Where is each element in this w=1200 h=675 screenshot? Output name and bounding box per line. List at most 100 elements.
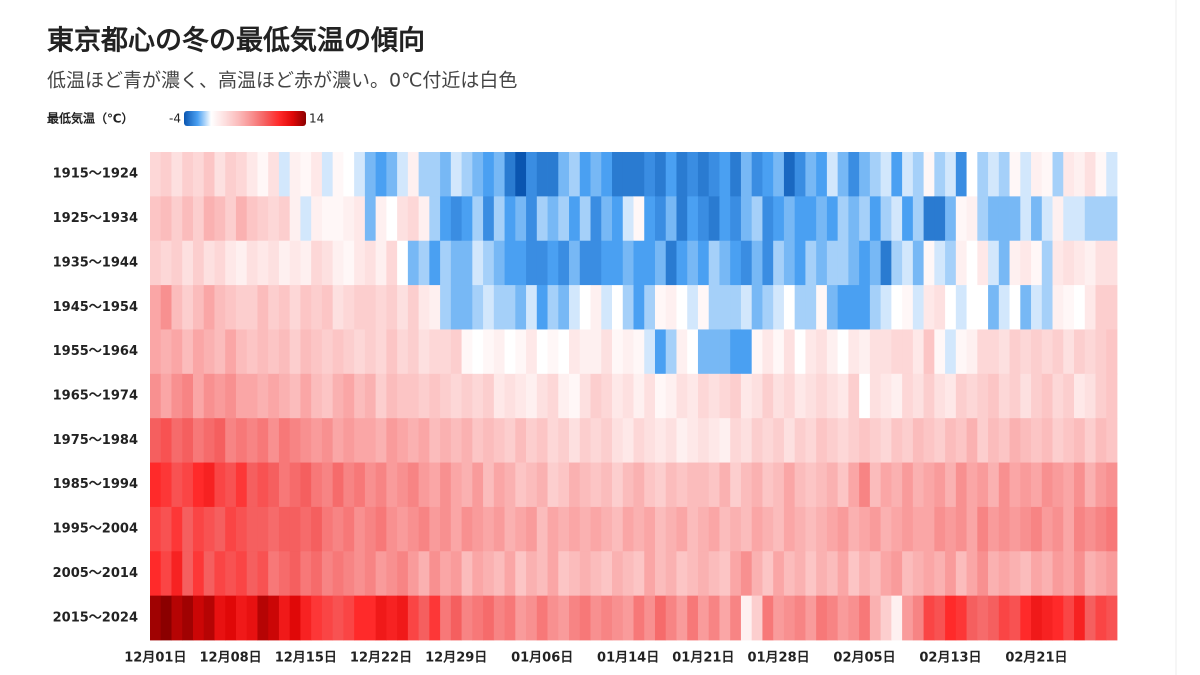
heat-cell: [257, 551, 269, 597]
heat-cell: [966, 196, 978, 242]
heat-cell: [375, 506, 387, 552]
heat-cell: [708, 551, 720, 597]
heat-cell: [687, 418, 699, 463]
heat-cell: [364, 240, 377, 286]
heat-cell: [837, 373, 849, 419]
heat-cell: [665, 152, 677, 197]
heat-cell: [268, 418, 280, 463]
heat-cell: [278, 285, 291, 330]
heat-cell: [440, 196, 452, 242]
heat-cell: [579, 373, 591, 419]
heat-cell: [311, 196, 323, 242]
heat-cell: [751, 506, 763, 552]
heat-cell: [526, 285, 538, 330]
heat-cell: [902, 152, 914, 197]
heat-cell: [934, 196, 946, 242]
heat-cell: [601, 152, 613, 197]
heat-cell: [902, 373, 914, 419]
heat-cell: [160, 196, 172, 242]
heat-cell: [869, 285, 882, 330]
heat-cell: [386, 240, 398, 286]
heat-cell: [397, 240, 409, 286]
heat-cell: [848, 152, 860, 197]
x-tick-label: 01月14日: [597, 651, 659, 666]
heat-cell: [461, 285, 473, 330]
heat-cell: [676, 462, 688, 508]
heat-cell: [160, 285, 172, 330]
heat-cell: [654, 551, 667, 597]
heat-cell: [300, 196, 312, 242]
heat-cell: [321, 551, 334, 597]
heat-cell: [794, 551, 806, 597]
heat-cell: [354, 418, 366, 463]
heat-cell: [848, 285, 860, 330]
heat-cell: [493, 595, 505, 641]
heat-cell: [579, 285, 591, 330]
heat-cell: [461, 152, 473, 197]
heat-cell: [826, 240, 839, 286]
heat-cell: [472, 285, 484, 330]
heat-cell: [547, 196, 559, 242]
heat-cell: [504, 240, 516, 286]
heat-cell: [268, 462, 280, 508]
heat-cell: [558, 285, 570, 330]
heat-cell: [472, 551, 484, 597]
heat-cell: [171, 462, 183, 508]
heat-cell: [880, 240, 892, 286]
heat-cell: [601, 196, 613, 242]
heat-cell: [998, 462, 1010, 508]
heat-cell: [558, 373, 570, 419]
heat-cell: [536, 152, 548, 197]
heat-cell: [794, 595, 806, 641]
heat-cell: [150, 285, 162, 330]
heat-cell: [1084, 551, 1096, 597]
heat-cell: [300, 595, 312, 641]
heat-cell: [1031, 285, 1043, 330]
heat-cell: [558, 462, 570, 508]
heat-cell: [826, 418, 839, 463]
heat-cell: [945, 595, 957, 641]
heat-cell: [192, 240, 205, 286]
heat-cell: [354, 506, 366, 552]
heat-cell: [977, 506, 989, 552]
heat-cell: [182, 329, 194, 375]
y-tick-label: 1975～1984: [53, 433, 138, 448]
heat-cell: [1031, 418, 1043, 463]
heat-cell: [375, 285, 387, 330]
heat-cell: [676, 551, 688, 597]
heat-cell: [1095, 595, 1107, 641]
heat-cell: [407, 196, 420, 242]
heat-cell: [429, 506, 441, 552]
heat-cell: [547, 506, 559, 552]
heat-cell: [332, 506, 344, 552]
heat-cell: [869, 506, 882, 552]
heat-cell: [988, 152, 1000, 197]
heat-cell: [257, 373, 269, 419]
heat-cell: [1095, 240, 1107, 286]
heat-cell: [783, 329, 796, 375]
heat-cell: [1095, 506, 1107, 552]
heat-cell: [160, 418, 172, 463]
heat-cell: [988, 418, 1000, 463]
heat-cell: [160, 595, 172, 641]
heat-cell: [536, 240, 548, 286]
heat-cell: [547, 373, 559, 419]
x-tick-label: 01月28日: [747, 651, 809, 666]
heat-cell: [773, 551, 785, 597]
heat-cell: [837, 196, 849, 242]
heat-cell: [558, 196, 570, 242]
heat-cell: [407, 373, 420, 419]
heat-cell: [246, 418, 258, 463]
heat-cell: [1009, 329, 1021, 375]
heat-cell: [880, 196, 892, 242]
heat-cell: [364, 373, 377, 419]
heat-cell: [214, 551, 226, 597]
heat-cell: [998, 418, 1010, 463]
heat-cell: [321, 373, 334, 419]
heat-cell: [1009, 418, 1021, 463]
heat-cell: [880, 595, 892, 641]
heat-cell: [278, 595, 291, 641]
heat-cell: [332, 462, 344, 508]
heat-cell: [945, 373, 957, 419]
heat-cell: [569, 285, 581, 330]
